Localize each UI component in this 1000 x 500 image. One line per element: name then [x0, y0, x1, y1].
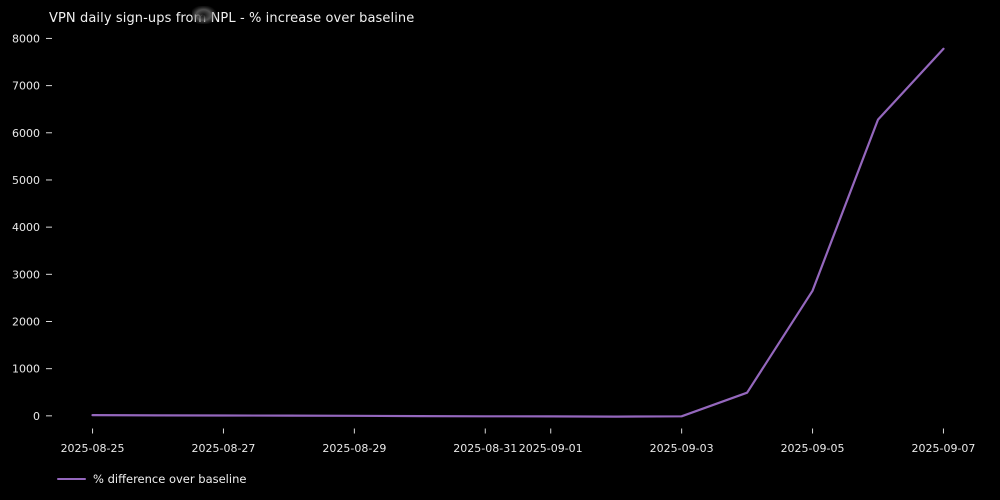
x-tick-label: 2025-08-31	[453, 442, 517, 455]
x-tick-label: 2025-09-05	[781, 442, 845, 455]
legend: % difference over baseline	[57, 471, 246, 487]
series-line	[91, 47, 945, 418]
x-tick-label: 2025-09-03	[650, 442, 714, 455]
y-tick-label: 3000	[12, 268, 40, 281]
x-tick-label: 2025-09-01	[519, 442, 583, 455]
x-tick-label: 2025-08-25	[61, 442, 125, 455]
legend-line-swatch-icon	[57, 477, 86, 481]
y-tick-label: 4000	[12, 221, 40, 234]
y-tick-label: 7000	[12, 80, 40, 93]
chart-title: VPN daily sign-ups from NPL - % increase…	[49, 11, 415, 26]
x-tick-label: 2025-09-07	[911, 442, 975, 455]
y-tick-label: 2000	[12, 315, 40, 328]
x-tick-label: 2025-08-29	[322, 442, 386, 455]
y-tick-label: 8000	[12, 32, 40, 45]
y-tick-label: 1000	[12, 363, 40, 376]
x-tick-label: 2025-08-27	[191, 442, 255, 455]
y-tick-label: 0	[33, 410, 40, 423]
legend-label: % difference over baseline	[93, 472, 247, 486]
y-tick-label: 5000	[12, 174, 40, 187]
y-tick-label: 6000	[12, 127, 40, 140]
